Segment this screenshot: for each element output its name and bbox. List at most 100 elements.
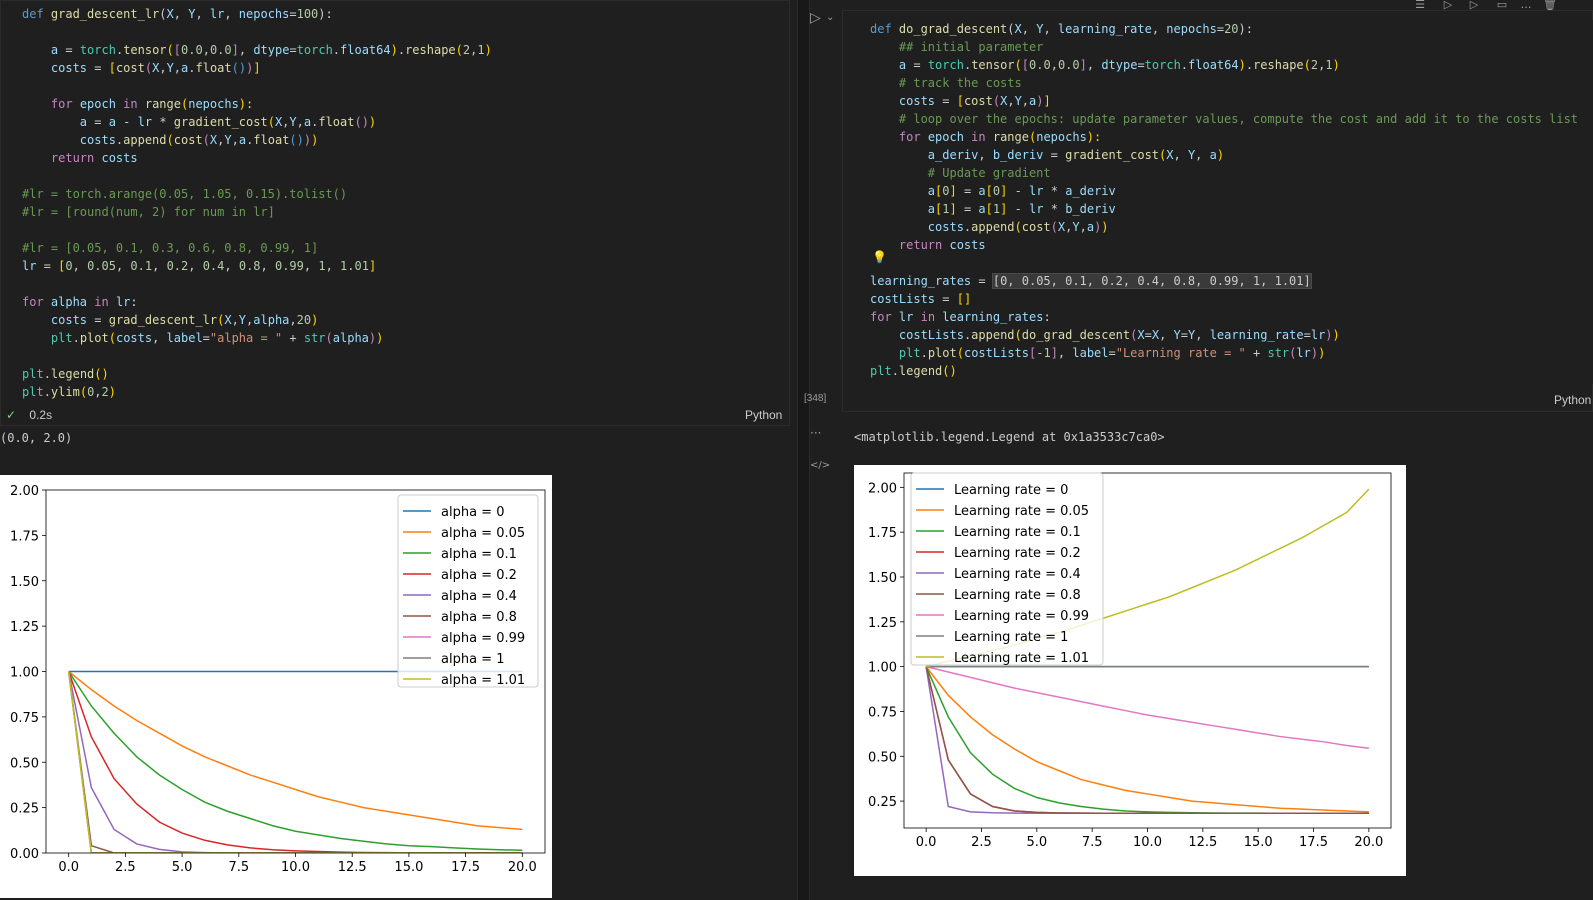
right-code-line[interactable]: costLists.append(do_grad_descent(X=X, Y=…: [870, 326, 1578, 344]
left-code-line[interactable]: plt.legend(): [22, 365, 492, 383]
right-code-line[interactable]: # Update gradient: [870, 164, 1578, 182]
right-code-line[interactable]: a = torch.tensor([0.0,0.0], dtype=torch.…: [870, 56, 1578, 74]
code-token: [: [173, 43, 182, 57]
legend-label: Learning rate = 0.2: [954, 546, 1081, 561]
code-token: (: [1303, 58, 1311, 72]
right-code-cell[interactable]: def do_grad_descent(X, Y, learning_rate,…: [870, 20, 1593, 384]
legend: Learning rate = 0 Learning rate = 0.05 Lea…: [910, 472, 1104, 666]
left-code-line[interactable]: [22, 347, 492, 365]
code-token: str: [1267, 346, 1290, 360]
left-code-line[interactable]: [22, 23, 492, 41]
more-output-actions-icon[interactable]: ···: [810, 426, 822, 440]
run-by-line-icon[interactable]: ☰: [1415, 0, 1425, 11]
code-token: [870, 346, 899, 360]
execute-above-icon[interactable]: ▷: [1443, 0, 1453, 11]
right-code-editor[interactable]: def do_grad_descent(X, Y, learning_rate,…: [870, 20, 1578, 380]
code-token: 1: [942, 202, 950, 216]
left-code-line[interactable]: def grad_descent_lr(X, Y, lr, nepochs=10…: [22, 5, 492, 23]
check-icon: ✓: [6, 408, 17, 422]
left-code-line[interactable]: costs.append(cost(X,Y,a.float())): [22, 131, 492, 149]
code-token: ,: [246, 313, 254, 327]
left-code-line[interactable]: costs = grad_descent_lr(X,Y,alpha,20): [22, 311, 492, 329]
code-token: a: [898, 58, 907, 72]
right-code-line[interactable]: costs.append(cost(X,Y,a)): [870, 218, 1578, 236]
left-code-line[interactable]: [22, 221, 492, 239]
left-code-line[interactable]: #lr = [0.05, 0.1, 0.3, 0.6, 0.8, 0.99, 1…: [22, 239, 492, 257]
right-code-line[interactable]: # loop over the epochs: update parameter…: [870, 110, 1578, 128]
execute-below-icon[interactable]: ▷: [1469, 0, 1479, 11]
code-token: a_deriv: [1065, 184, 1116, 198]
code-token: .: [311, 115, 319, 129]
code-token: =: [87, 115, 109, 129]
code-token: a: [927, 184, 936, 198]
left-code-line[interactable]: #lr = torch.arange(0.05, 1.05, 0.15).tol…: [22, 185, 492, 203]
code-token: .: [963, 328, 972, 342]
legend-label: alpha = 1.01: [441, 673, 525, 688]
right-language-label[interactable]: Python: [1554, 393, 1592, 407]
code-token: plt: [870, 364, 892, 378]
right-code-line[interactable]: [870, 254, 1578, 272]
code-token: .: [115, 133, 124, 147]
left-code-cell[interactable]: def grad_descent_lr(X, Y, lr, nepochs=10…: [22, 5, 782, 401]
code-token: =: [289, 7, 297, 21]
right-code-line[interactable]: a[1] = a[1] - lr * b_deriv: [870, 200, 1578, 218]
left-code-editor[interactable]: def grad_descent_lr(X, Y, lr, nepochs=10…: [22, 5, 492, 401]
right-code-line[interactable]: ## initial parameter: [870, 38, 1578, 56]
code-token: a_deriv: [927, 148, 979, 162]
left-code-line[interactable]: for epoch in range(nepochs):: [22, 95, 492, 113]
right-code-line[interactable]: for lr in learning_rates:: [870, 308, 1578, 326]
left-code-line[interactable]: #lr = [round(num, 2) for num in lr]: [22, 203, 492, 221]
code-token: #lr = [round(num, 2) for num in lr]: [22, 205, 275, 219]
code-token: 0.05: [87, 259, 116, 273]
legend-label: Learning rate = 0.99: [954, 609, 1089, 624]
right-code-line[interactable]: plt.plot(costLists[-1], label="Learning …: [870, 344, 1578, 362]
right-code-line[interactable]: learning_rates = [0, 0.05, 0.1, 0.2, 0.4…: [870, 272, 1578, 290]
left-code-line[interactable]: plt.ylim(0,2): [22, 383, 492, 401]
left-code-line[interactable]: [22, 77, 492, 95]
series-line: [67, 671, 523, 853]
right-code-line[interactable]: for epoch in range(nepochs):: [870, 128, 1578, 146]
right-code-line[interactable]: costs = [cost(X,Y,a)]: [870, 92, 1578, 110]
right-code-line[interactable]: costLists = []: [870, 290, 1578, 308]
left-code-line[interactable]: [22, 275, 492, 293]
right-code-line[interactable]: def do_grad_descent(X, Y, learning_rate,…: [870, 20, 1578, 38]
left-code-line[interactable]: for alpha in lr:: [22, 293, 492, 311]
code-token: (: [166, 133, 174, 147]
more-actions-icon[interactable]: …: [1520, 0, 1532, 11]
split-cell-icon[interactable]: ▭: [1496, 0, 1508, 11]
left-code-line[interactable]: lr = [0, 0.05, 0.1, 0.2, 0.4, 0.8, 0.99,…: [22, 257, 492, 275]
code-token: .: [891, 364, 899, 378]
code-token: [870, 202, 928, 216]
code-token: ,: [260, 259, 275, 273]
code-token: plt: [22, 385, 44, 399]
pane-splitter[interactable]: [797, 0, 810, 900]
left-code-line[interactable]: costs = [cost(X,Y,a.float())]: [22, 59, 492, 77]
code-token: -1: [1036, 346, 1051, 360]
code-token: cost: [1021, 220, 1051, 234]
lightbulb-icon[interactable]: 💡: [872, 250, 887, 264]
right-code-line[interactable]: a[0] = a[0] - lr * a_deriv: [870, 182, 1578, 200]
run-cell-icon[interactable]: ▷: [810, 10, 821, 26]
code-token: gradient_cost: [173, 115, 268, 129]
code-token: (: [144, 61, 153, 75]
code-token: =: [906, 58, 928, 72]
right-code-line[interactable]: return costs: [870, 236, 1578, 254]
code-token: X: [224, 313, 232, 327]
code-token: (: [108, 331, 116, 345]
language-label[interactable]: Python: [745, 408, 783, 422]
code-token: plt: [22, 367, 44, 381]
x-tick-label: 12.5: [1188, 835, 1217, 850]
left-code-line[interactable]: return costs: [22, 149, 492, 167]
right-code-line[interactable]: a_deriv, b_deriv = gradient_cost(X, Y, a…: [870, 146, 1578, 164]
delete-cell-icon[interactable]: 🗑: [1543, 0, 1557, 11]
right-code-line[interactable]: plt.legend(): [870, 362, 1578, 380]
right-code-line[interactable]: # track the costs: [870, 74, 1578, 92]
left-code-line[interactable]: a = a - lr * gradient_cost(X,Y,a.float()…: [22, 113, 492, 131]
left-code-line[interactable]: plt.plot(costs, label="alpha = " + str(a…: [22, 329, 492, 347]
code-token: legend: [898, 364, 943, 378]
left-code-line[interactable]: a = torch.tensor([0.0,0.0], dtype=torch.…: [22, 41, 492, 59]
chevron-down-icon[interactable]: ⌄: [826, 12, 835, 23]
left-code-line[interactable]: [22, 167, 492, 185]
code-icon[interactable]: </>: [810, 460, 831, 471]
y-tick-label: 1.00: [868, 661, 897, 676]
